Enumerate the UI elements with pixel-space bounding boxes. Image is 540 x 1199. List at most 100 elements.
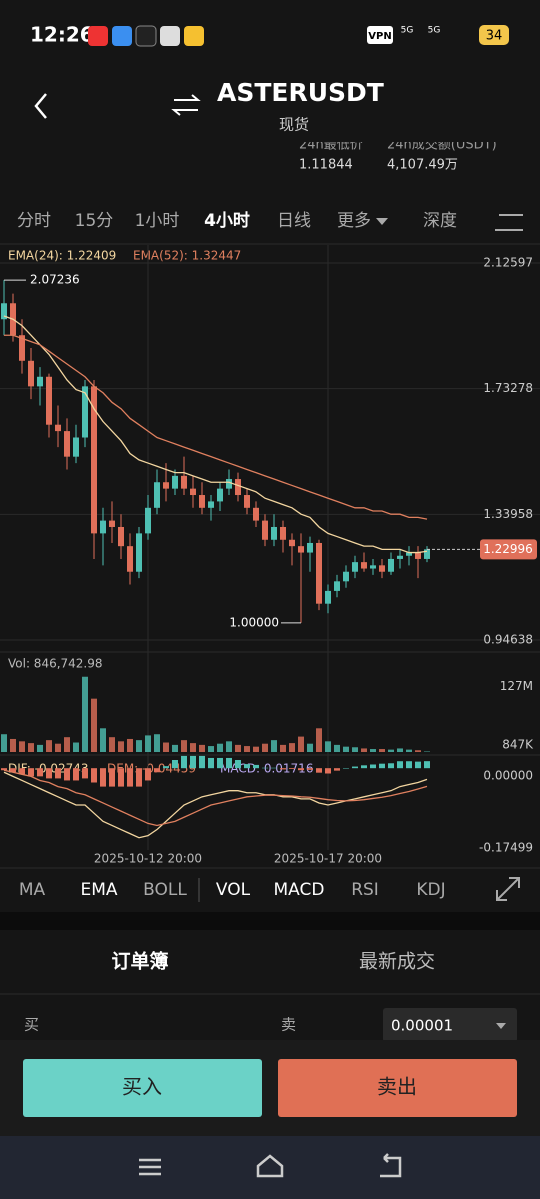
nav-back[interactable] — [380, 1153, 402, 1178]
y-tick-label: 847K — [502, 738, 534, 752]
volume-bar — [343, 746, 349, 752]
sell-button[interactable] — [278, 1059, 517, 1117]
macd-bar — [379, 763, 385, 769]
fullscreen[interactable] — [496, 877, 520, 901]
switch-icon[interactable] — [171, 94, 201, 116]
candle-body — [226, 479, 232, 489]
candle-body — [361, 562, 367, 569]
candle-body — [100, 520, 106, 534]
legend: EMA(52): 1.32447 — [133, 249, 241, 263]
precision: 0.00001 — [391, 1017, 453, 1035]
macd-bar — [208, 757, 214, 769]
period-tab[interactable]: 分时 — [17, 211, 51, 231]
macd-bar — [37, 768, 43, 777]
macd-bar — [424, 761, 430, 769]
nav-home[interactable] — [256, 1154, 284, 1178]
period-tab[interactable]: 4小时 — [204, 211, 250, 231]
candle-body — [298, 546, 304, 553]
volume-bar — [226, 741, 232, 752]
market: 现货 — [279, 116, 309, 134]
volume-bar — [271, 740, 277, 752]
indicator-tab[interactable]: MA — [19, 880, 46, 900]
macd-bar — [361, 765, 367, 769]
y-tick-label: 2.12597 — [483, 256, 533, 270]
candle-body — [325, 590, 331, 604]
candle-body — [208, 501, 214, 508]
bid-label: 买 — [24, 1016, 39, 1034]
volume-bar — [208, 746, 214, 752]
y-tick-label: -0.17499 — [479, 840, 533, 854]
volume-bar — [316, 728, 322, 752]
period-tab[interactable]: 1小时 — [135, 211, 180, 231]
candle-body — [370, 565, 376, 569]
indicator-tab[interactable]: RSI — [351, 880, 379, 900]
candle-body — [172, 475, 178, 489]
candle-body — [46, 376, 52, 425]
candle-body — [217, 488, 223, 502]
volume-bar — [145, 735, 151, 752]
candle-body — [19, 335, 25, 361]
macd-bar — [154, 768, 160, 773]
macd-bar — [388, 763, 394, 769]
macd-bar — [82, 768, 88, 779]
volume-bar — [370, 749, 376, 752]
volume-bar — [379, 749, 385, 752]
last-price-badge — [480, 539, 537, 560]
indicator-tab[interactable]: KDJ — [416, 880, 445, 900]
stat-label: 24h最低价 — [299, 138, 363, 153]
indicator-tab[interactable]: BOLL — [143, 880, 187, 900]
macd-bar — [163, 766, 169, 769]
volume-bar — [28, 743, 34, 752]
volume-bar — [397, 748, 403, 752]
macd-bar — [55, 768, 61, 779]
indicator-tab[interactable]: EMA — [80, 880, 117, 900]
precision-select[interactable] — [383, 1008, 517, 1042]
macd-bar — [46, 768, 52, 779]
orderbook-tab[interactable]: 订单簿 — [111, 950, 168, 973]
legend: MACD: 0.01716 — [220, 762, 313, 776]
volume-bar — [352, 747, 358, 752]
vpn: VPN — [368, 31, 391, 42]
back-button[interactable] — [34, 93, 47, 119]
candle-body — [118, 526, 124, 547]
candle-body — [397, 555, 403, 559]
nav-menu[interactable] — [139, 1158, 161, 1176]
candle-body — [154, 482, 160, 508]
y-tick-label: 1.73278 — [483, 381, 533, 395]
period-tab[interactable]: 日线 — [277, 211, 311, 231]
period-tab[interactable]: 15分 — [75, 211, 114, 231]
settings-icon[interactable] — [495, 214, 523, 231]
status-time: 12:26 — [30, 23, 94, 47]
macd-bar — [199, 755, 205, 769]
indicator-tab[interactable]: VOL — [216, 880, 251, 900]
volume-bar — [64, 737, 70, 752]
buy-button[interactable] — [23, 1059, 262, 1117]
y-tick-label: 1.33958 — [483, 507, 533, 521]
macd-bar — [109, 768, 115, 787]
macd-bar — [136, 768, 142, 787]
period-tab[interactable]: 深度 — [423, 211, 457, 231]
volume-bar — [235, 744, 241, 752]
macd-bar — [217, 757, 223, 769]
volume-bar — [118, 741, 124, 752]
volume-bar — [55, 743, 61, 752]
dropdown-arrow — [496, 1023, 506, 1029]
candle-body — [334, 581, 340, 591]
volume-bar — [262, 743, 268, 752]
volume-bar — [136, 740, 142, 752]
candle-body — [73, 437, 79, 457]
candle-body — [280, 526, 286, 540]
macd-bar — [64, 768, 70, 781]
period-tab[interactable]: 更多 — [337, 211, 371, 231]
trades-tab[interactable]: 最新成交 — [359, 951, 435, 973]
indicator-tab[interactable]: MACD — [274, 880, 325, 900]
candle-body — [289, 539, 295, 547]
macd-bar — [100, 768, 106, 787]
candle-body — [28, 360, 34, 387]
candle-body — [91, 386, 97, 534]
candle-body — [163, 482, 169, 489]
macd-bar — [235, 760, 241, 769]
network: 5G — [428, 26, 441, 36]
volume-bar — [172, 744, 178, 752]
